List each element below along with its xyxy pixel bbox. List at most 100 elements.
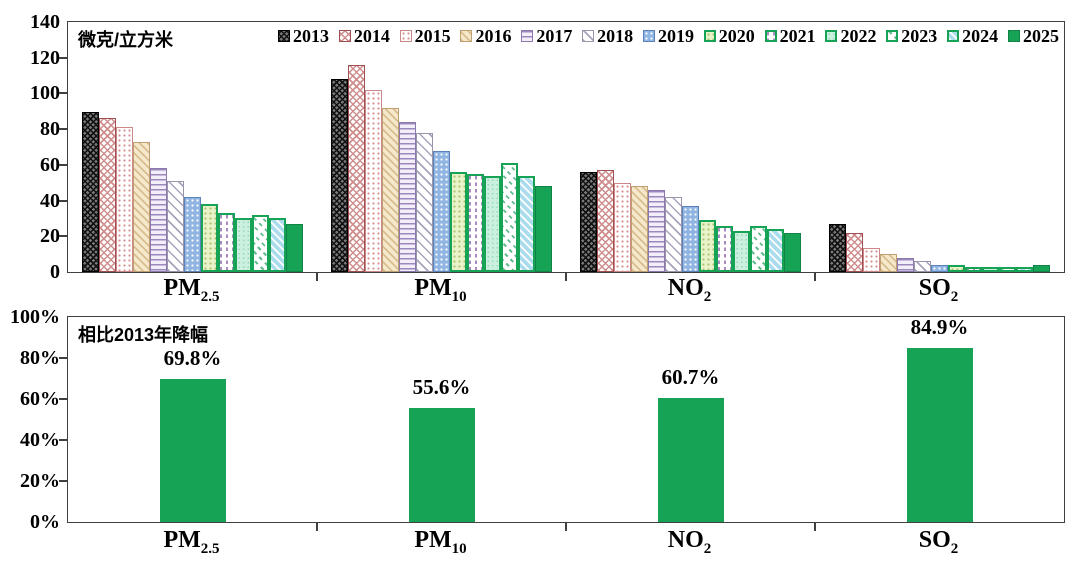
bar-2024-no2 — [767, 229, 784, 272]
legend-year-label: 2025 — [1022, 26, 1059, 46]
bar-2022-pm10 — [484, 175, 501, 272]
reduction-bar-pm25 — [159, 378, 226, 522]
bar-groups — [68, 22, 1064, 272]
bar-2013-no2 — [580, 172, 597, 272]
bar-2020-no2 — [699, 220, 716, 272]
category-label-no2: NO2 — [565, 275, 814, 306]
bar-2018-no2 — [665, 197, 682, 272]
legend-year-label: 2023 — [901, 26, 938, 46]
reduction-bar-so2 — [906, 347, 973, 522]
bar-2025-no2 — [784, 232, 801, 272]
bar-2013-so2 — [829, 223, 846, 272]
reduction-value-label-no2: 60.7% — [661, 364, 720, 389]
x-axis-tick — [814, 272, 816, 281]
y-axis-label: 60 — [40, 153, 60, 176]
bar-2014-pm10 — [348, 64, 365, 272]
category-label-pm25: PM2.5 — [67, 527, 316, 558]
y-axis-label: 40% — [20, 429, 60, 451]
bar-2016-no2 — [631, 186, 648, 272]
legend-swatch-2015 — [399, 30, 412, 42]
category-label-pm10: PM10 — [316, 527, 565, 558]
bar-2023-pm10 — [501, 163, 518, 272]
category-group-pm10 — [317, 22, 566, 272]
category-group-no2 — [566, 22, 815, 272]
reduction-x-axis: PM2.5 PM10 NO2 SO2 — [67, 527, 1063, 558]
category-label-no2: NO2 — [565, 527, 814, 558]
legend-swatch-2025 — [1007, 30, 1020, 42]
reduction-group-no2: 60.7% — [566, 317, 815, 522]
legend-swatch-2014 — [338, 30, 351, 42]
bar-2025-pm25 — [286, 223, 303, 272]
legend-year-label: 2014 — [353, 26, 390, 46]
category-subscript-text: 2 — [703, 288, 712, 305]
category-base-text: PM — [163, 275, 201, 301]
y-axis-label: 140 — [30, 11, 60, 33]
category-subscript-text: 2 — [950, 288, 959, 305]
category-base-text: SO — [918, 527, 951, 553]
category-label-so2: SO2 — [814, 527, 1063, 558]
category-subscript-text: 10 — [451, 288, 467, 305]
category-base-text: PM — [163, 527, 201, 553]
bar-2019-so2 — [931, 264, 948, 272]
category-base-text: PM — [414, 275, 452, 301]
legend-item-2021: 2021 — [764, 27, 816, 45]
legend-year-label: 2016 — [475, 26, 512, 46]
legend-item-2013: 2013 — [278, 27, 329, 45]
x-axis-tick — [316, 522, 318, 531]
legend-swatch-2024 — [947, 30, 960, 42]
y-axis-label: 80 — [40, 118, 60, 141]
y-axis-tick — [59, 235, 68, 238]
legend-year-label: 2024 — [962, 26, 999, 46]
x-axis-tick — [565, 522, 567, 531]
bar-2025-so2 — [1033, 264, 1050, 272]
bar-2021-no2 — [716, 225, 733, 272]
category-subscript-text: 2 — [703, 540, 712, 557]
reduction-group-so2: 84.9% — [815, 315, 1064, 522]
reduction-bar-no2 — [657, 397, 724, 522]
bar-2018-pm10 — [416, 132, 433, 272]
y-axis-tick — [59, 439, 68, 441]
bar-2024-pm25 — [269, 217, 286, 272]
legend-swatch-2016 — [460, 30, 473, 42]
reduction-bar-pm10 — [408, 408, 475, 522]
bar-2021-pm25 — [218, 213, 235, 272]
bar-2019-pm25 — [184, 197, 201, 272]
bar-2016-pm10 — [382, 107, 399, 272]
category-subscript-text: 2.5 — [200, 288, 220, 305]
y-axis-label: 60% — [20, 388, 60, 410]
legend-item-2022: 2022 — [825, 27, 876, 45]
y-axis-label: 20% — [20, 470, 60, 492]
category-group-so2 — [815, 22, 1064, 272]
category-label-pm25: PM2.5 — [67, 275, 316, 306]
bar-2018-so2 — [914, 261, 931, 272]
bar-2021-so2 — [965, 266, 982, 272]
bar-2021-pm10 — [467, 173, 484, 272]
bar-2018-pm25 — [167, 180, 184, 272]
category-subscript-text: 2 — [950, 540, 959, 557]
bar-2015-no2 — [614, 182, 631, 272]
bar-2016-pm25 — [133, 141, 150, 272]
bar-2017-pm10 — [399, 122, 416, 272]
legend-item-2019: 2019 — [642, 27, 694, 45]
legend-swatch-2018 — [582, 30, 595, 42]
bar-2022-no2 — [733, 230, 750, 272]
category-base-text: PM — [414, 527, 452, 553]
category-label-pm10: PM10 — [316, 275, 565, 306]
bar-2015-pm25 — [116, 127, 133, 272]
legend-item-2017: 2017 — [521, 27, 572, 45]
category-group-pm25 — [68, 22, 317, 272]
legend-item-2015: 2015 — [399, 26, 451, 46]
bar-2013-pm25 — [82, 112, 99, 272]
unit-label: 微克/立方米 — [78, 30, 174, 50]
y-axis-label: 0% — [30, 511, 60, 533]
y-axis-label: 40 — [40, 189, 60, 212]
legend-year-label: 2017 — [536, 26, 573, 46]
legend-swatch-2017 — [521, 30, 534, 42]
legend-item-2016: 2016 — [460, 27, 511, 45]
bar-2024-pm10 — [518, 175, 535, 272]
y-axis-tick — [59, 92, 68, 95]
x-axis-tick — [565, 272, 567, 281]
bar-2023-so2 — [999, 266, 1016, 272]
legend-item-2014: 2014 — [338, 26, 390, 46]
legend-year-label: 2015 — [414, 26, 451, 46]
